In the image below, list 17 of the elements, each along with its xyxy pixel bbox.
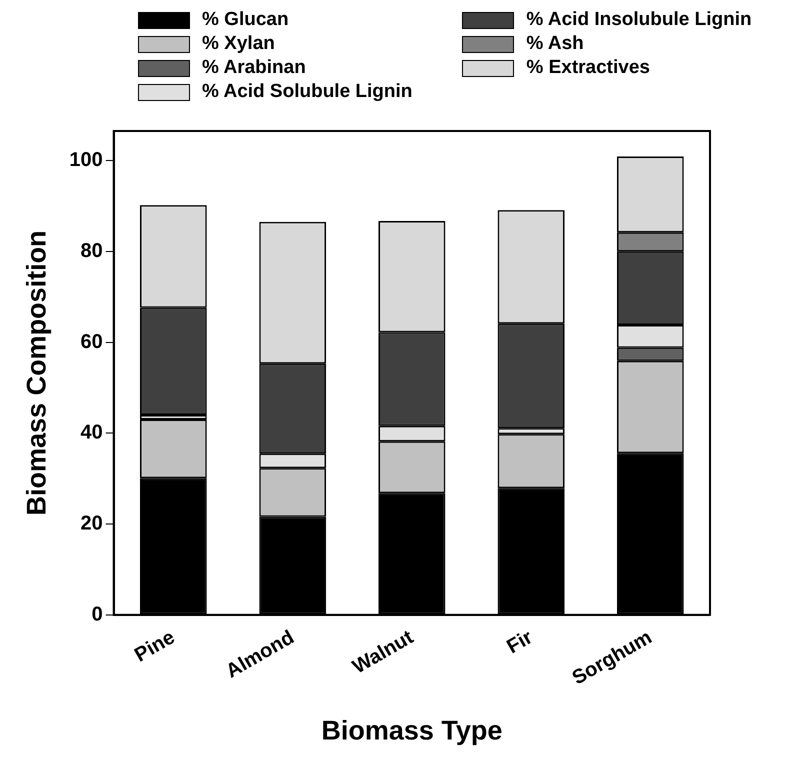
x-tick-label: Fir	[503, 626, 537, 658]
y-tick-label: 100	[69, 149, 103, 172]
y-tick-label: 60	[80, 330, 103, 353]
legend-label: % Ash	[526, 33, 584, 55]
x-tick-label: Pine	[131, 626, 179, 667]
legend-label: % Arabinan	[202, 57, 306, 79]
legend-label: % Extractives	[526, 57, 650, 79]
y-tick-label: 80	[80, 240, 103, 262]
y-tick-label: 40	[80, 422, 103, 444]
y-tick-label: 0	[92, 603, 103, 626]
legend-label: % Glucan	[202, 9, 289, 31]
y-tick-label: 20	[80, 512, 103, 535]
x-axis-title: Biomass Type	[321, 715, 502, 746]
legend-label: % Acid Solubule Lignin	[202, 81, 412, 103]
legend-label: % Acid Insolubule Lignin	[526, 9, 752, 31]
legend-label: % Xylan	[202, 33, 275, 55]
y-axis-title: Biomass Composition	[22, 230, 52, 516]
